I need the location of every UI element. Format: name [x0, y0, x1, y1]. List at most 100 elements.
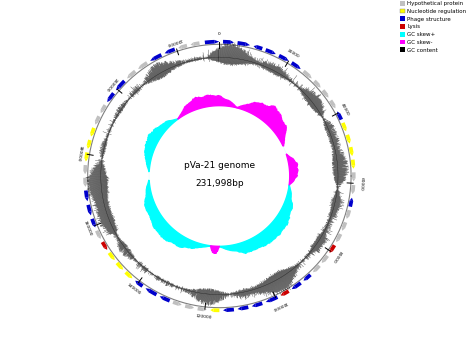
Polygon shape: [281, 292, 284, 295]
Polygon shape: [153, 53, 162, 60]
Polygon shape: [351, 159, 355, 166]
Polygon shape: [213, 308, 219, 312]
Polygon shape: [173, 300, 179, 306]
Polygon shape: [313, 269, 317, 272]
Polygon shape: [308, 75, 312, 78]
Polygon shape: [283, 289, 290, 295]
Polygon shape: [266, 299, 271, 302]
Polygon shape: [178, 302, 182, 306]
Polygon shape: [150, 57, 155, 61]
Text: 20000: 20000: [286, 49, 300, 60]
Polygon shape: [145, 180, 210, 248]
Polygon shape: [302, 70, 310, 77]
Polygon shape: [223, 308, 227, 312]
Polygon shape: [100, 109, 104, 113]
Polygon shape: [119, 266, 123, 269]
Polygon shape: [148, 289, 157, 296]
Polygon shape: [348, 200, 353, 207]
Polygon shape: [352, 172, 356, 178]
Polygon shape: [210, 246, 219, 253]
Polygon shape: [88, 211, 92, 215]
Polygon shape: [342, 227, 345, 231]
Polygon shape: [137, 281, 144, 288]
Polygon shape: [86, 205, 92, 212]
Polygon shape: [83, 165, 87, 171]
Polygon shape: [349, 147, 354, 153]
Polygon shape: [341, 122, 347, 129]
Polygon shape: [181, 44, 187, 49]
Polygon shape: [83, 178, 87, 184]
Polygon shape: [95, 116, 101, 122]
Polygon shape: [269, 295, 278, 302]
Polygon shape: [305, 273, 312, 280]
Polygon shape: [303, 277, 307, 281]
Polygon shape: [237, 307, 242, 310]
Polygon shape: [255, 302, 263, 307]
Text: 200000: 200000: [104, 76, 118, 92]
Polygon shape: [246, 42, 250, 46]
Polygon shape: [223, 40, 230, 44]
Polygon shape: [87, 145, 91, 149]
Text: 231,998bp: 231,998bp: [195, 179, 244, 188]
Polygon shape: [167, 48, 175, 54]
Text: 0: 0: [218, 32, 221, 36]
Polygon shape: [329, 100, 336, 107]
Polygon shape: [329, 249, 333, 253]
Polygon shape: [90, 133, 94, 136]
Text: 180000: 180000: [76, 145, 82, 161]
Polygon shape: [90, 127, 96, 134]
Polygon shape: [210, 308, 214, 312]
Text: 60000: 60000: [359, 177, 364, 190]
Polygon shape: [347, 140, 351, 144]
Polygon shape: [145, 119, 178, 172]
Polygon shape: [84, 158, 88, 161]
Polygon shape: [346, 210, 351, 216]
Polygon shape: [104, 246, 107, 250]
Text: 80000: 80000: [331, 249, 343, 263]
Polygon shape: [140, 61, 148, 68]
Polygon shape: [292, 286, 296, 289]
Polygon shape: [291, 61, 299, 68]
Polygon shape: [272, 51, 276, 54]
Polygon shape: [203, 307, 207, 311]
Polygon shape: [185, 304, 191, 309]
Polygon shape: [127, 75, 131, 78]
Polygon shape: [92, 224, 96, 227]
Text: 140000: 140000: [126, 282, 141, 296]
Polygon shape: [230, 40, 234, 44]
Polygon shape: [313, 80, 320, 87]
Polygon shape: [178, 45, 182, 49]
Polygon shape: [101, 241, 107, 248]
Polygon shape: [343, 128, 347, 131]
Polygon shape: [346, 215, 349, 219]
Polygon shape: [116, 86, 120, 90]
Polygon shape: [160, 296, 164, 300]
Polygon shape: [351, 166, 355, 169]
Polygon shape: [178, 95, 237, 119]
Polygon shape: [214, 40, 219, 44]
Polygon shape: [241, 305, 249, 310]
Polygon shape: [124, 271, 131, 278]
Polygon shape: [322, 259, 325, 263]
Polygon shape: [219, 185, 292, 253]
Polygon shape: [84, 190, 89, 198]
Polygon shape: [284, 57, 289, 61]
Polygon shape: [322, 255, 329, 262]
Polygon shape: [252, 304, 256, 307]
Polygon shape: [330, 244, 336, 251]
Polygon shape: [346, 134, 351, 141]
Polygon shape: [100, 104, 107, 111]
Polygon shape: [107, 98, 111, 102]
Polygon shape: [351, 185, 356, 191]
Polygon shape: [227, 308, 234, 312]
Polygon shape: [332, 105, 336, 108]
Polygon shape: [128, 70, 137, 77]
Polygon shape: [197, 307, 204, 311]
Polygon shape: [138, 65, 142, 69]
Polygon shape: [116, 262, 122, 268]
Polygon shape: [205, 40, 214, 44]
Polygon shape: [108, 92, 115, 100]
Polygon shape: [337, 111, 340, 115]
Polygon shape: [85, 197, 89, 201]
Polygon shape: [146, 288, 150, 292]
